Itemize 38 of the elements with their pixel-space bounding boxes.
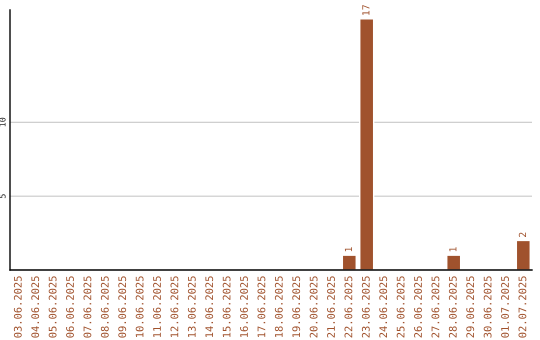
x-tick-label: 09.06.2025 [118, 276, 126, 338]
x-tick-label: 11.06.2025 [153, 276, 161, 338]
x-tick-label: 22.06.2025 [344, 276, 352, 338]
bar [359, 18, 374, 270]
x-tick-label: 17.06.2025 [257, 276, 266, 338]
x-tick-label: 15.06.2025 [222, 276, 231, 338]
x-tick-label: 19.06.2025 [292, 276, 300, 338]
x-tick-label: 25.06.2025 [396, 276, 405, 338]
data-label: 1 [344, 247, 352, 252]
x-tick-label: 29.06.2025 [466, 276, 474, 338]
x-tick-label: 13.06.2025 [188, 276, 196, 338]
x-tick-label: 16.06.2025 [240, 276, 248, 338]
x-tick-label: 03.06.2025 [14, 276, 22, 338]
x-tick-label: 28.06.2025 [448, 276, 457, 338]
x-tick-label: 20.06.2025 [310, 276, 318, 338]
x-tick-label: 05.06.2025 [48, 276, 57, 338]
x-tick-label: 06.06.2025 [66, 276, 74, 338]
x-tick-label: 26.06.2025 [414, 276, 422, 338]
x-tick-label: 24.06.2025 [379, 276, 388, 338]
bar [342, 254, 357, 270]
bar [516, 240, 531, 270]
x-tick-label: 04.06.2025 [31, 276, 40, 338]
data-label: 2 [518, 232, 526, 237]
data-label: 1 [449, 247, 456, 252]
x-tick-label: 08.06.2025 [100, 276, 109, 338]
x-tick-label: 18.06.2025 [274, 276, 283, 338]
bar [446, 254, 462, 270]
x-tick-label: 21.06.2025 [327, 276, 335, 338]
x-tick-label: 14.06.2025 [205, 276, 214, 338]
x-tick-label: 27.06.2025 [431, 276, 440, 338]
x-tick-label: 30.06.2025 [484, 276, 492, 338]
x-tick-label: 10.06.2025 [136, 276, 144, 338]
x-tick-label: 02.07.2025 [518, 276, 526, 338]
x-tick-label: 01.07.2025 [501, 276, 509, 338]
x-tick-label: 23.06.2025 [362, 276, 370, 338]
x-tick-label: 07.06.2025 [83, 276, 92, 338]
data-label: 17 [362, 5, 370, 15]
x-tick-label: 12.06.2025 [170, 276, 178, 338]
